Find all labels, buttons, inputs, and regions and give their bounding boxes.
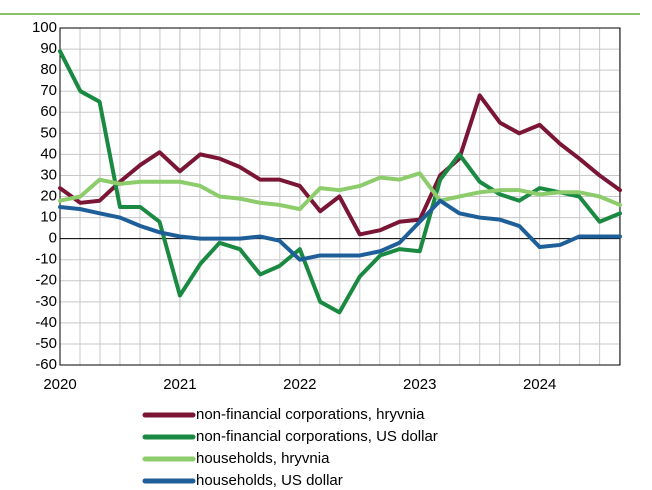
x-tick-label: 2021 <box>163 376 196 393</box>
y-tick-label: 70 <box>40 82 57 99</box>
x-tick-label: 2022 <box>283 376 316 393</box>
series-line <box>58 198 622 262</box>
plot-frame <box>59 27 621 366</box>
legend-label: households, US dollar <box>196 472 343 489</box>
y-tick-label: 30 <box>40 166 57 183</box>
series-line <box>58 171 622 212</box>
legend-label: non-financial corporations, hryvnia <box>196 406 425 423</box>
y-tick-label: 10 <box>40 209 57 226</box>
series-line <box>58 93 622 237</box>
y-tick-label: -30 <box>35 293 57 310</box>
y-tick-label: -40 <box>35 314 57 331</box>
y-tick-label: 40 <box>40 145 57 162</box>
y-tick-label: 60 <box>40 103 57 120</box>
legend-label: households, hryvnia <box>196 450 330 467</box>
series-line <box>58 49 622 315</box>
y-tick-label: 20 <box>40 187 57 204</box>
y-tick-label: 0 <box>49 230 57 247</box>
y-tick-label: 50 <box>40 124 57 141</box>
y-tick-label: -10 <box>35 251 57 268</box>
y-tick-label: -60 <box>35 356 57 373</box>
y-tick-label: 80 <box>40 61 57 78</box>
y-tick-label: -20 <box>35 272 57 289</box>
legend-label: non-financial corporations, US dollar <box>196 428 438 445</box>
x-tick-label: 2023 <box>403 376 436 393</box>
x-tick-label: 2020 <box>43 376 76 393</box>
x-tick-label: 2024 <box>523 376 556 393</box>
y-tick-label: 90 <box>40 40 57 57</box>
y-tick-label: 100 <box>32 19 57 36</box>
y-tick-label: -50 <box>35 335 57 352</box>
